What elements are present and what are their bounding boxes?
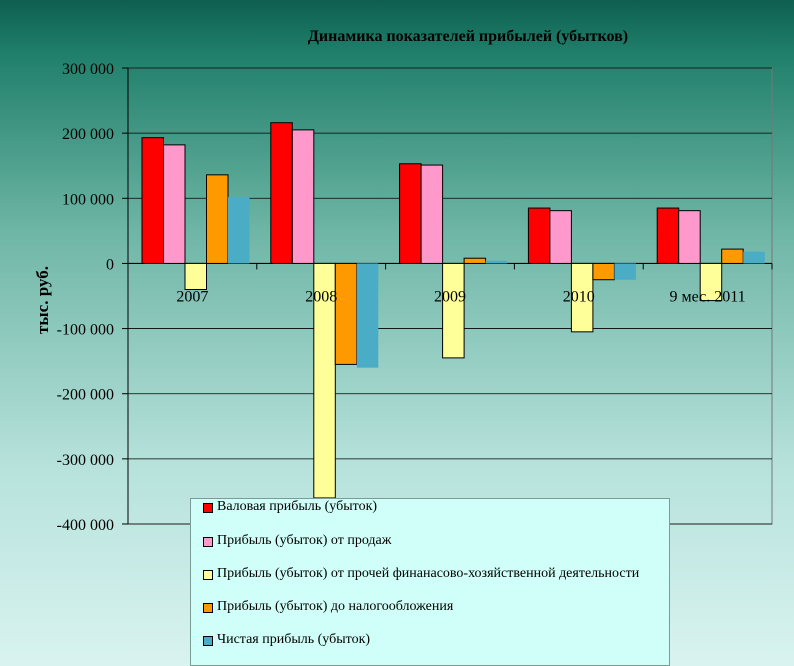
bar-4-2 (699, 262, 723, 302)
y-tick-label: 300 000 (62, 61, 114, 78)
bar-1-4 (356, 263, 379, 368)
legend-label: Чистая прибыль (убыток) (217, 632, 371, 647)
bar-2-3 (463, 257, 487, 264)
bar-2-2 (442, 262, 465, 359)
legend-label: Прибыль (убыток) до налогообложения (217, 599, 454, 614)
y-tick-label: -200 000 (57, 387, 114, 404)
y-tick-label: -300 000 (57, 452, 114, 469)
bar-2-4 (485, 260, 508, 264)
legend-item: Валовая прибыль (убыток) (203, 499, 665, 515)
legend-label: Прибыль (убыток) от продаж (217, 533, 392, 548)
category-label: 2008 (305, 288, 337, 305)
chart-title: Динамика показателей прибылей (убытков) (308, 28, 628, 45)
bar-1-2 (313, 262, 336, 499)
legend-swatch (203, 503, 213, 513)
y-tick-label: -100 000 (57, 322, 114, 339)
legend-swatch (203, 537, 213, 547)
bar-0-3 (206, 174, 229, 264)
y-tick-label: 200 000 (62, 126, 114, 143)
category-label: 2009 (434, 288, 466, 305)
y-tick-label: 0 (106, 256, 114, 273)
bar-3-4 (614, 263, 636, 280)
y-axis-label: тыс. руб. (33, 266, 52, 334)
legend-swatch (203, 570, 213, 580)
bar-3-0 (527, 207, 551, 264)
bar-3-3 (592, 262, 615, 281)
legend-label: Прибыль (убыток) от прочей финанасово-хо… (217, 566, 640, 581)
bar-4-3 (721, 248, 744, 264)
y-tick-label: 100 000 (62, 191, 114, 208)
legend-item: Чистая прибыль (убыток) (203, 632, 665, 648)
bar-0-1 (163, 144, 186, 264)
bar-4-4 (743, 251, 765, 264)
bar-0-4 (228, 196, 250, 264)
bar-2-1 (420, 164, 444, 264)
bar-3-1 (549, 210, 572, 264)
y-tick-label: -400 000 (57, 517, 114, 534)
bar-4-0 (656, 207, 680, 264)
bar-0-0 (141, 137, 164, 264)
bar-1-3 (334, 262, 358, 365)
legend-swatch (203, 636, 213, 646)
bar-0-2 (184, 262, 207, 290)
legend-item: Прибыль (убыток) от продаж (203, 533, 665, 549)
bar-3-2 (570, 262, 594, 333)
category-label: 2010 (563, 288, 595, 305)
category-label: 2007 (176, 288, 208, 305)
bar-4-1 (678, 210, 701, 264)
legend-swatch (203, 603, 213, 613)
category-label: 9 мес. 2011 (670, 288, 746, 305)
legend-item: Прибыль (убыток) от прочей финанасово-хо… (203, 566, 665, 582)
legend-label: Валовая прибыль (убыток) (217, 499, 378, 514)
chart-legend: Валовая прибыль (убыток) Прибыль (убыток)… (190, 498, 670, 666)
legend-item: Прибыль (убыток) до налогообложения (203, 599, 665, 615)
bar-1-0 (270, 122, 293, 264)
bar-1-1 (291, 129, 315, 264)
bar-2-0 (399, 163, 422, 264)
